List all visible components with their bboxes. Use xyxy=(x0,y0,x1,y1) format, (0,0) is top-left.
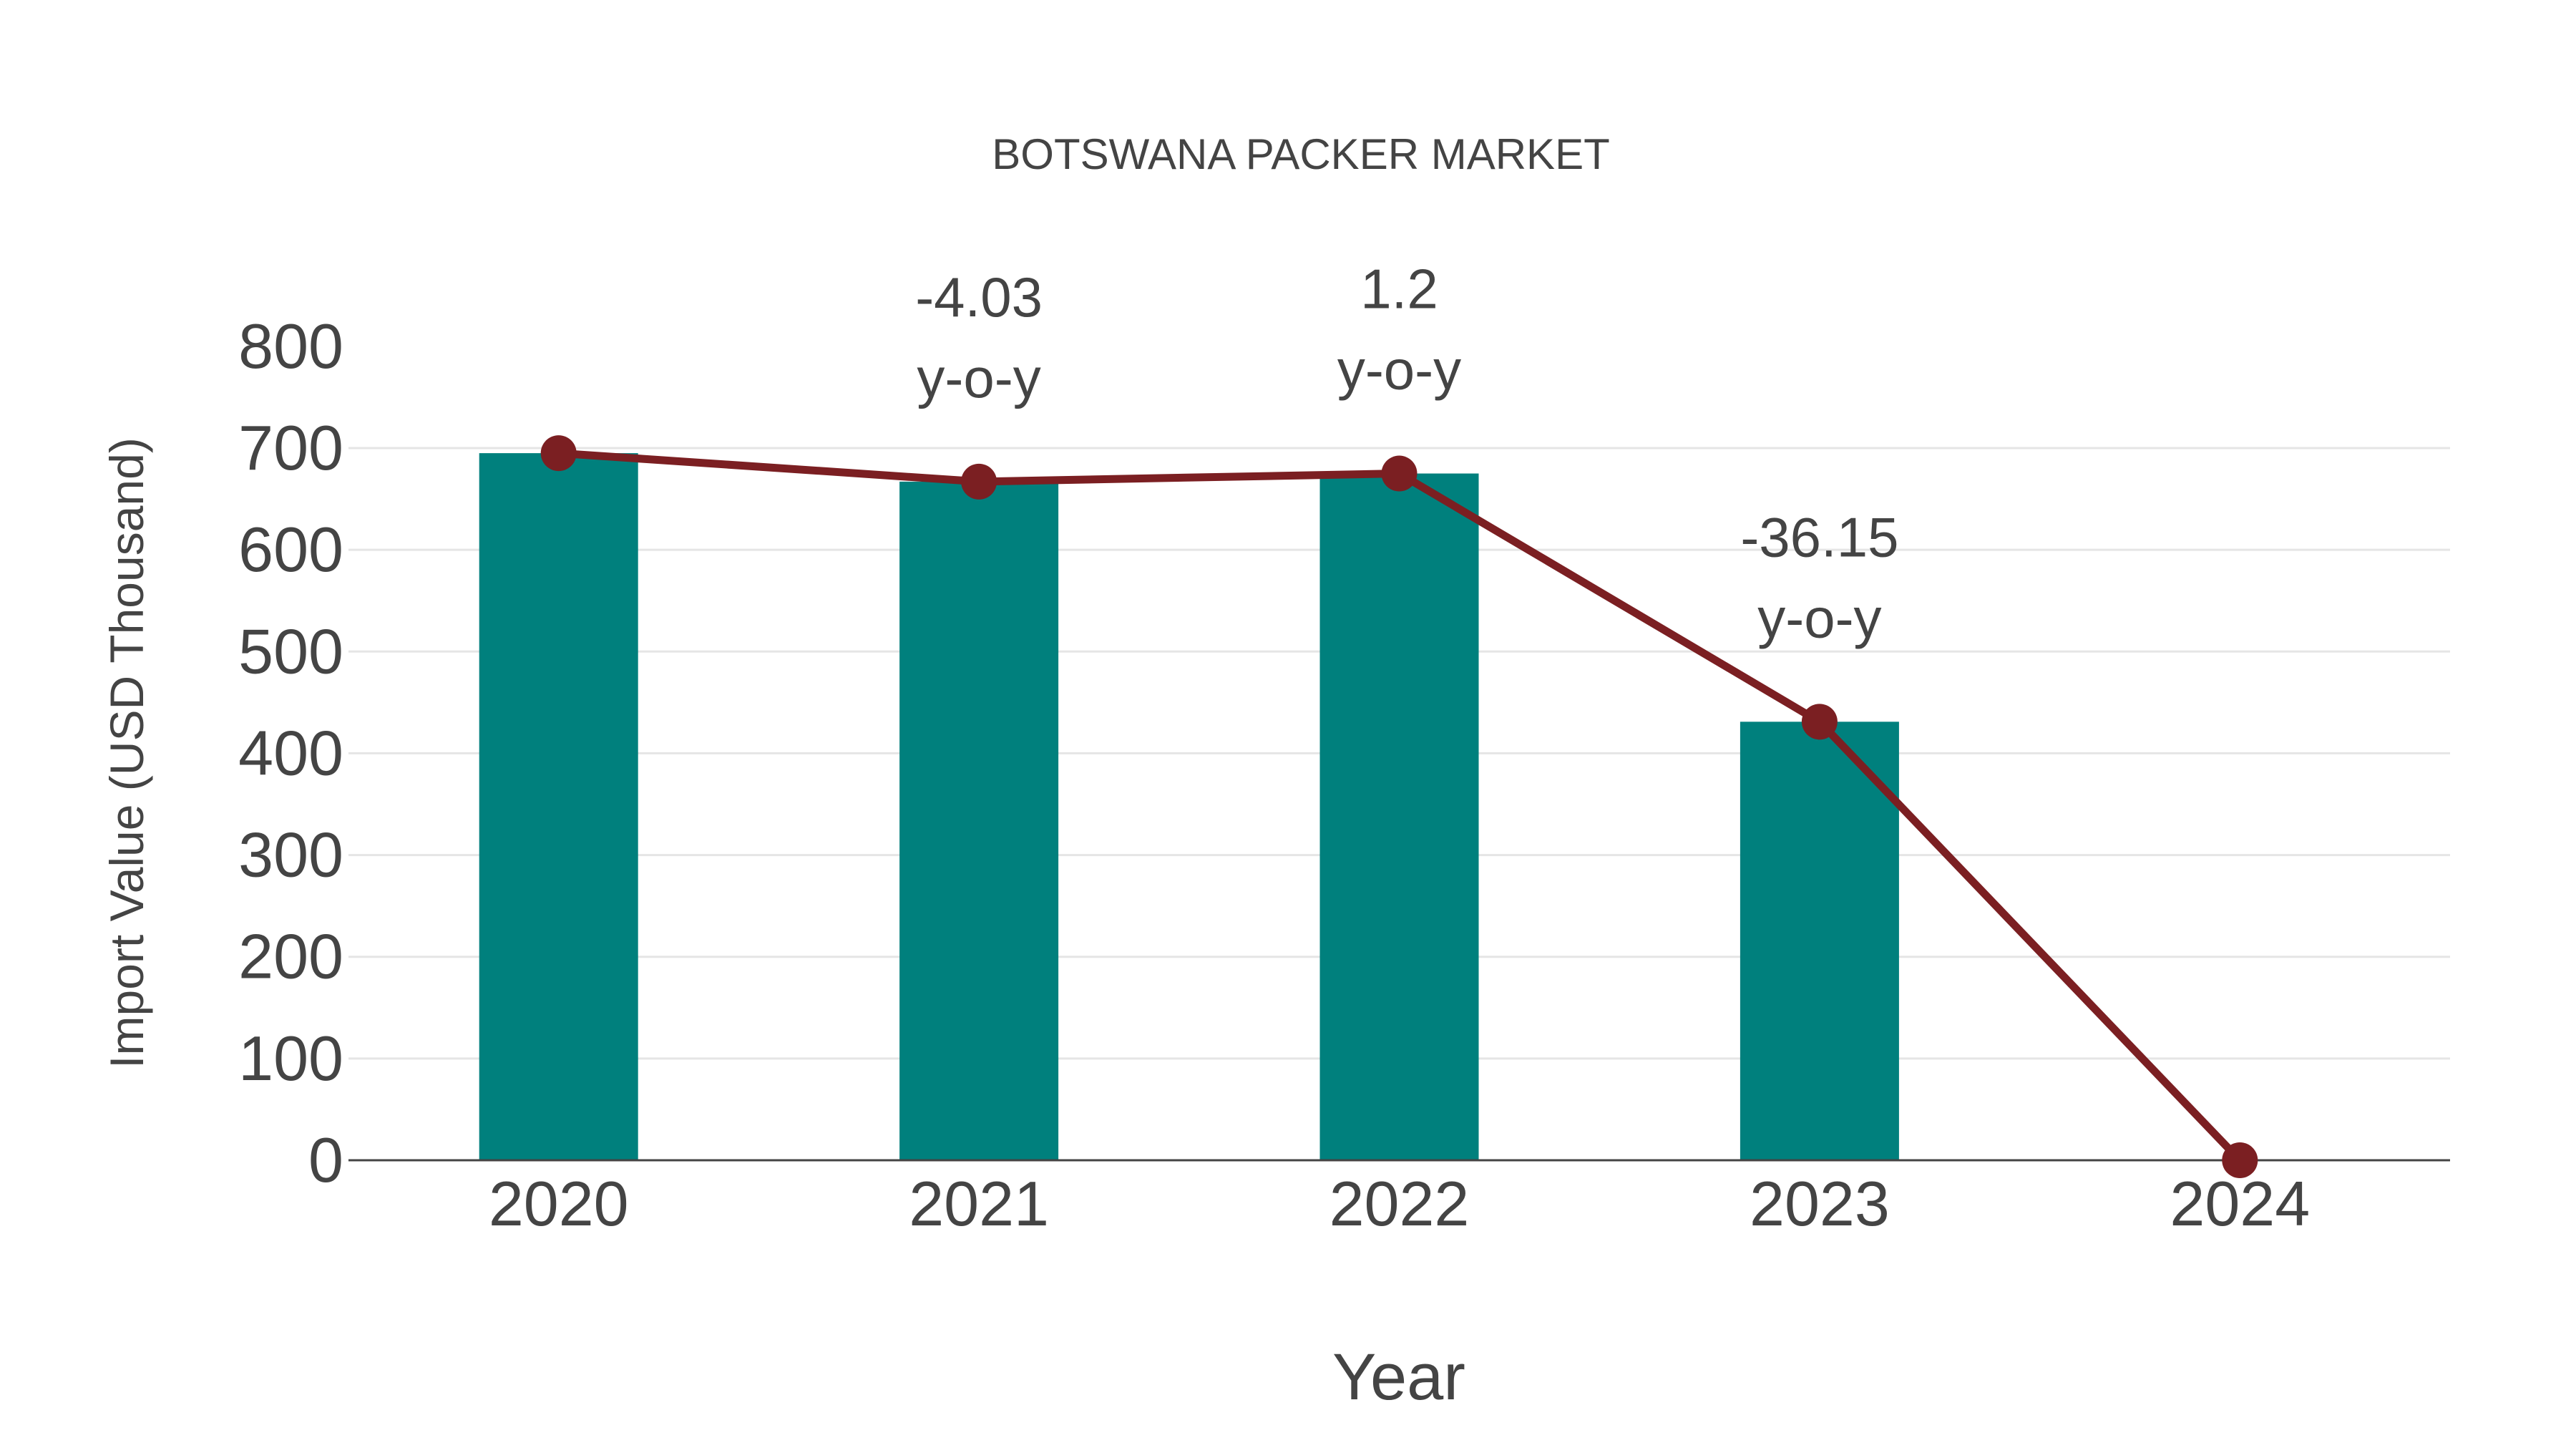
line-marker xyxy=(2222,1142,2258,1178)
yoy-suffix: y-o-y xyxy=(1757,586,1881,649)
y-tick-label: 600 xyxy=(238,514,343,585)
y-tick-label: 800 xyxy=(238,311,343,382)
bar xyxy=(1319,473,1479,1160)
yoy-value: -4.03 xyxy=(915,266,1043,329)
bar xyxy=(899,481,1059,1160)
y-tick-label: 400 xyxy=(238,717,343,788)
line-marker xyxy=(1801,704,1838,740)
x-tick-label: 2023 xyxy=(1750,1168,1890,1239)
x-axis-ticks: 2020 2021 2022 2023 2024 xyxy=(489,1168,2310,1239)
yoy-value: 1.2 xyxy=(1360,258,1438,321)
bar xyxy=(479,453,638,1160)
y-tick-label: 500 xyxy=(238,616,343,686)
y-axis-ticks: 0 100 200 300 400 500 600 700 800 xyxy=(238,311,343,1195)
y-tick-label: 700 xyxy=(238,412,343,483)
line-marker xyxy=(1381,455,1418,492)
x-tick-label: 2021 xyxy=(909,1168,1049,1239)
y-tick-label: 100 xyxy=(238,1023,343,1094)
yoy-annotations: -4.03 y-o-y 1.2 y-o-y -36.15 y-o-y xyxy=(915,258,1898,650)
line-marker xyxy=(540,435,577,472)
x-tick-label: 2022 xyxy=(1330,1168,1470,1239)
y-tick-label: 0 xyxy=(308,1124,343,1195)
trend-line xyxy=(540,435,2258,1178)
x-tick-label: 2024 xyxy=(2170,1168,2310,1239)
x-axis-title: Year xyxy=(1332,1341,1465,1414)
yoy-suffix: y-o-y xyxy=(917,346,1040,409)
x-tick-label: 2020 xyxy=(489,1168,629,1239)
line-marker xyxy=(961,463,997,500)
bar xyxy=(1740,721,1899,1160)
y-tick-label: 200 xyxy=(238,921,343,992)
bars xyxy=(479,453,1899,1160)
yoy-value: -36.15 xyxy=(1740,505,1898,568)
y-axis-title: Import Value (USD Thousand) xyxy=(100,437,153,1069)
y-tick-label: 300 xyxy=(238,820,343,890)
yoy-suffix: y-o-y xyxy=(1337,339,1461,402)
chart-title: BOTSWANA PACKER MARKET xyxy=(992,130,1609,178)
